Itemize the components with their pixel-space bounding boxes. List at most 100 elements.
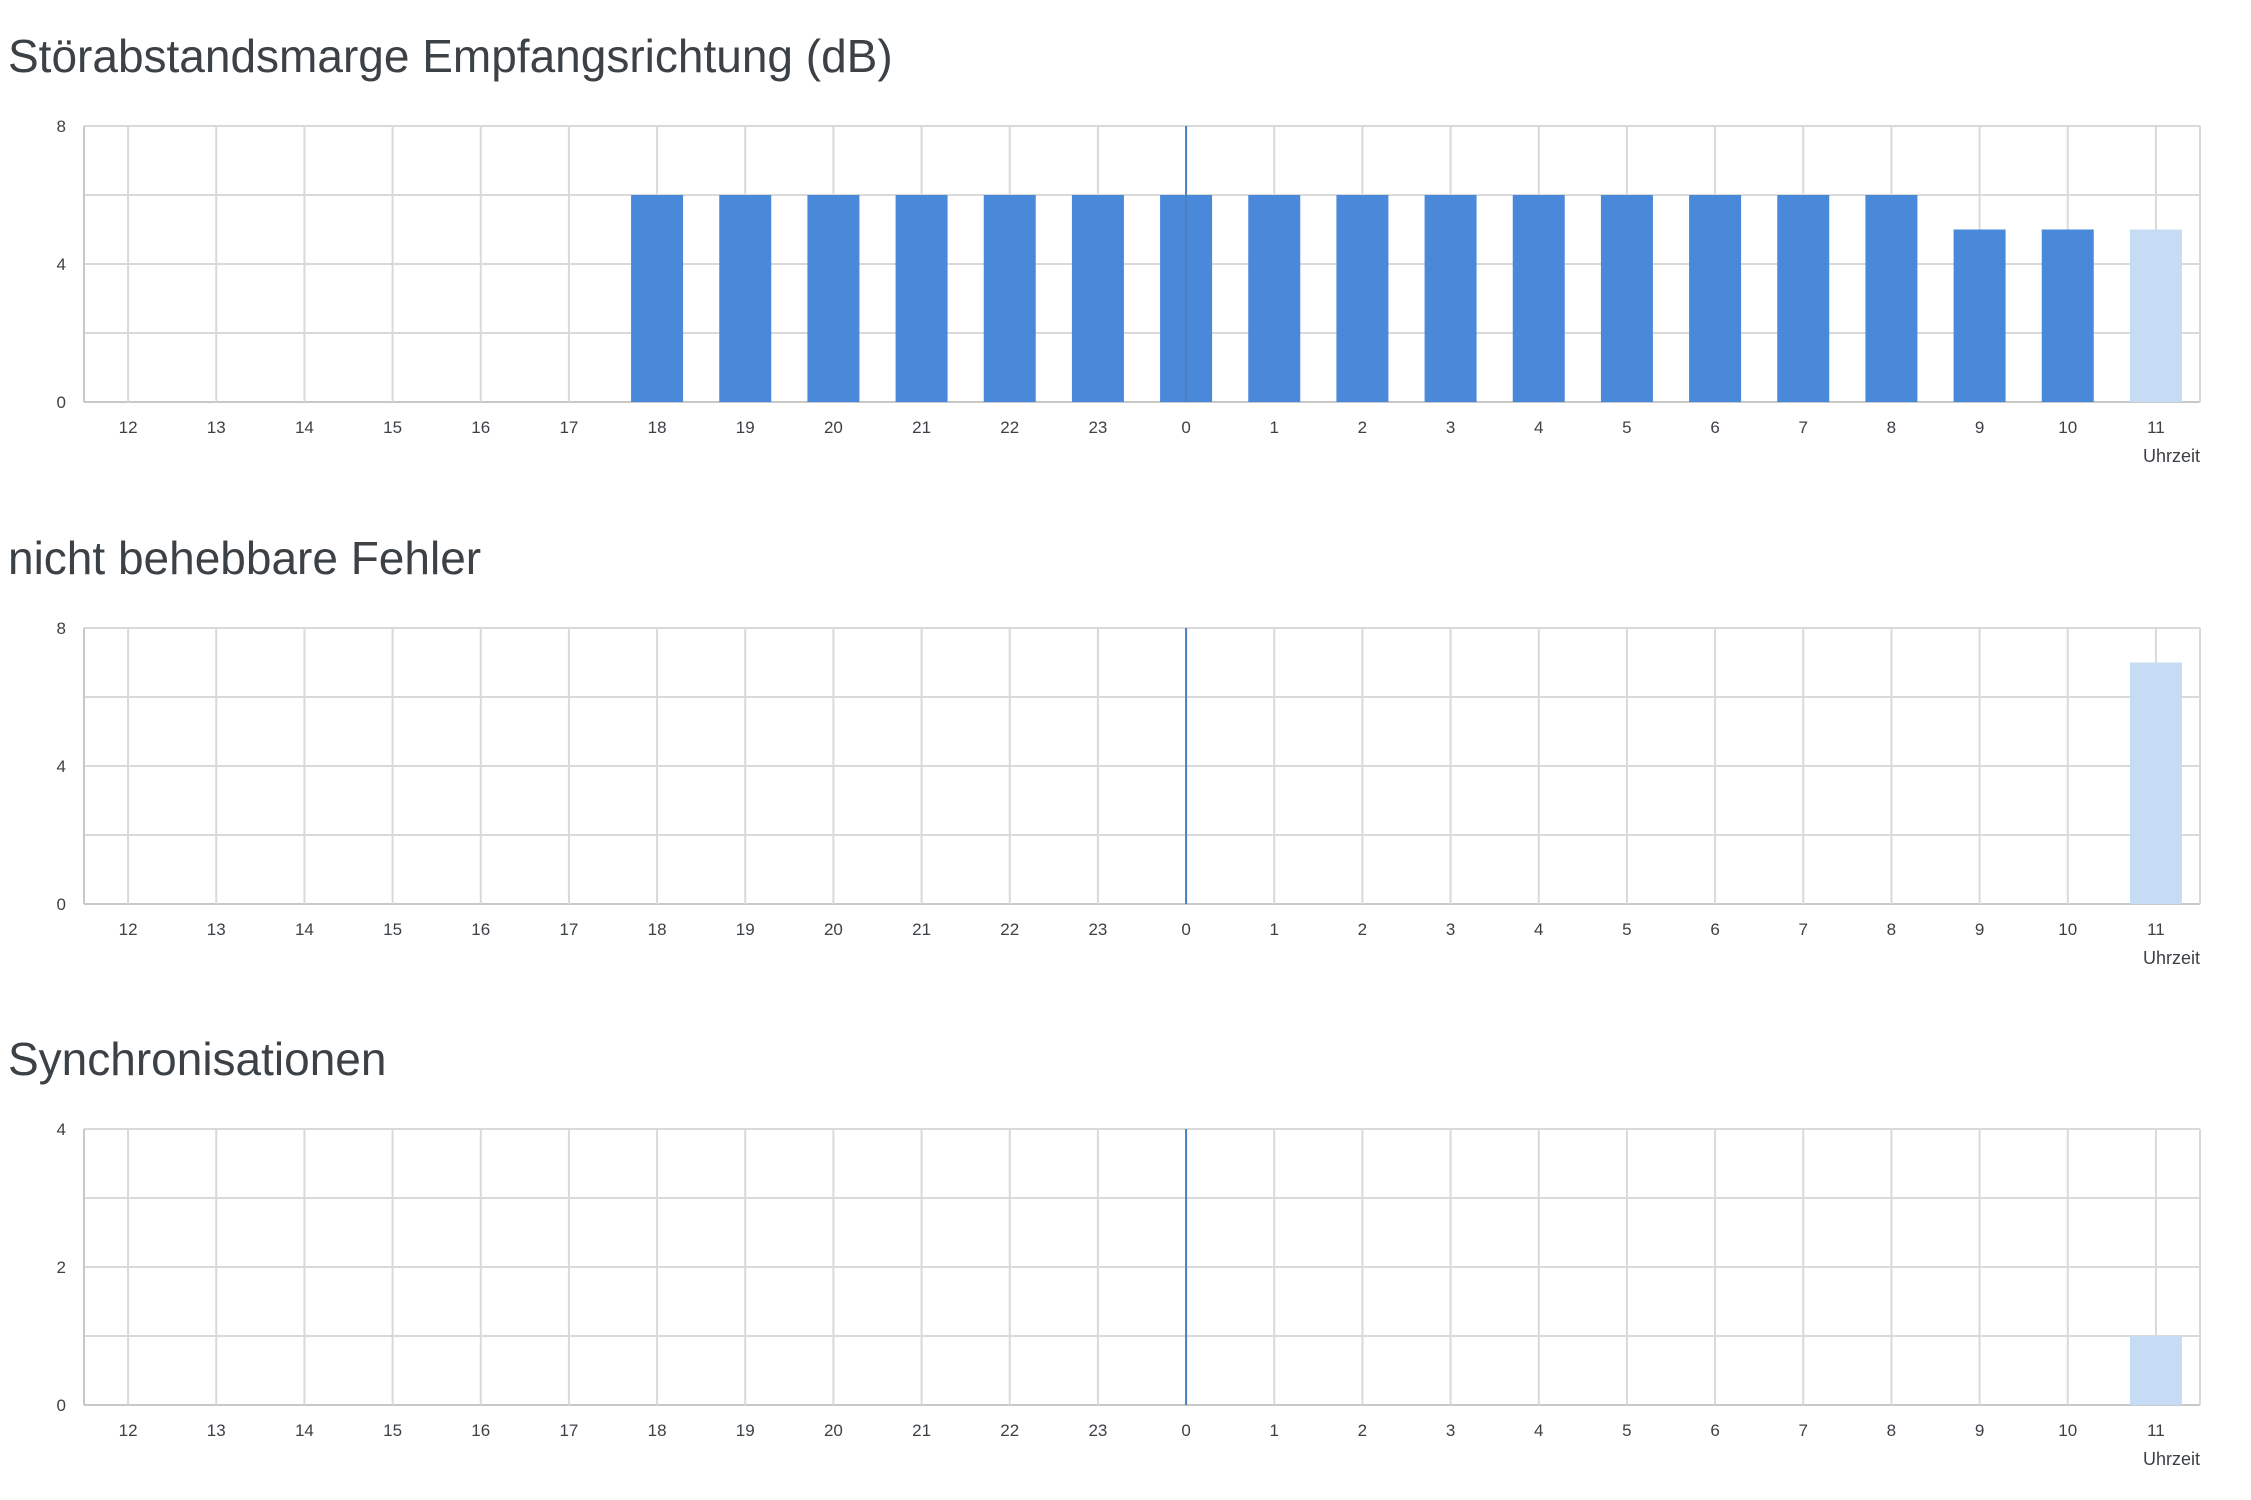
bar-6	[1689, 195, 1742, 402]
x-tick-label: 23	[1088, 920, 1107, 939]
x-tick-label: 17	[559, 1421, 578, 1440]
bar-20	[807, 195, 860, 402]
y-tick-label: 8	[57, 619, 66, 638]
bar-5	[1600, 195, 1653, 402]
x-tick-label: 13	[207, 920, 226, 939]
x-tick-label: 4	[1534, 920, 1543, 939]
x-axis-label: Uhrzeit	[2143, 446, 2200, 466]
x-tick-label: 7	[1799, 418, 1808, 437]
x-tick-label: 5	[1622, 920, 1631, 939]
x-tick-label: 15	[383, 418, 402, 437]
x-axis-label: Uhrzeit	[2143, 948, 2200, 968]
chart-title: Störabstandsmarge Empfangsrichtung (dB)	[8, 30, 893, 82]
x-tick-label: 11	[2147, 418, 2165, 437]
x-tick-label: 20	[824, 418, 843, 437]
bar-21	[895, 195, 948, 402]
x-tick-label: 0	[1181, 920, 1190, 939]
x-tick-label: 19	[736, 920, 755, 939]
x-tick-label: 23	[1088, 418, 1107, 437]
x-tick-label: 8	[1887, 920, 1896, 939]
y-tick-label: 0	[57, 895, 66, 914]
bar-3	[1424, 195, 1477, 402]
x-tick-label: 16	[471, 418, 490, 437]
x-tick-label: 22	[1000, 920, 1019, 939]
x-tick-label: 5	[1622, 418, 1631, 437]
chart-panel-uncorrectable-errors: nicht behebbare Fehler 0 4 8 12 13 14 15 16 17 18…	[0, 500, 2251, 1000]
x-tick-label: 23	[1088, 1421, 1107, 1440]
x-tick-label: 15	[383, 1421, 402, 1440]
x-tick-label: 2	[1358, 1421, 1367, 1440]
x-tick-label: 13	[207, 418, 226, 437]
x-tick-label: 10	[2058, 920, 2077, 939]
x-tick-label: 6	[1710, 1421, 1719, 1440]
x-tick-label: 14	[295, 920, 314, 939]
x-tick-label: 10	[2058, 1421, 2077, 1440]
y-tick-label: 0	[57, 393, 66, 412]
x-tick-label: 17	[559, 418, 578, 437]
bar-4	[1512, 195, 1565, 402]
y-tick-label: 4	[57, 255, 66, 274]
x-tick-label: 0	[1181, 1421, 1190, 1440]
bar-7	[1777, 195, 1830, 402]
x-tick-label: 2	[1358, 920, 1367, 939]
x-tick-label: 14	[295, 1421, 314, 1440]
bar-18	[631, 195, 684, 402]
chart-title: Synchronisationen	[8, 1033, 387, 1085]
x-tick-label: 22	[1000, 1421, 1019, 1440]
y-tick-label: 8	[57, 117, 66, 136]
x-tick-label: 21	[912, 418, 931, 437]
y-tick-label: 4	[57, 1120, 66, 1139]
y-tick-label: 4	[57, 757, 66, 776]
bar-9	[1953, 229, 2006, 402]
x-tick-label: 14	[295, 418, 314, 437]
y-tick-label: 2	[57, 1258, 66, 1277]
x-tick-label: 3	[1446, 418, 1455, 437]
x-tick-label: 4	[1534, 418, 1543, 437]
x-tick-label: 21	[912, 920, 931, 939]
x-tick-label: 19	[736, 418, 755, 437]
x-tick-label: 17	[559, 920, 578, 939]
x-tick-label: 3	[1446, 1421, 1455, 1440]
bar-2	[1336, 195, 1389, 402]
x-tick-label: 9	[1975, 920, 1984, 939]
x-tick-label: 12	[119, 418, 138, 437]
x-tick-label: 21	[912, 1421, 931, 1440]
bar-23	[1071, 195, 1124, 402]
x-tick-label: 18	[648, 418, 667, 437]
x-tick-label: 16	[471, 920, 490, 939]
chart-title: nicht behebbare Fehler	[8, 532, 482, 584]
x-tick-label: 0	[1181, 418, 1190, 437]
x-tick-label: 5	[1622, 1421, 1631, 1440]
x-tick-label: 19	[736, 1421, 755, 1440]
x-tick-label: 9	[1975, 1421, 1984, 1440]
x-tick-label: 3	[1446, 920, 1455, 939]
x-tick-label: 13	[207, 1421, 226, 1440]
x-tick-label: 8	[1887, 418, 1896, 437]
chart-panel-snr: Störabstandsmarge Empfangsrichtung (dB) …	[0, 0, 2251, 500]
x-tick-label: 12	[119, 920, 138, 939]
x-tick-label: 7	[1799, 920, 1808, 939]
x-tick-label: 18	[648, 1421, 667, 1440]
bar-10	[2041, 229, 2094, 402]
x-tick-label: 8	[1887, 1421, 1896, 1440]
x-tick-label: 2	[1358, 418, 1367, 437]
x-tick-label: 7	[1799, 1421, 1808, 1440]
bar-11	[2129, 229, 2182, 402]
x-axis-label: Uhrzeit	[2143, 1449, 2200, 1469]
bar-22	[983, 195, 1036, 402]
x-tick-label: 16	[471, 1421, 490, 1440]
x-tick-label: 20	[824, 920, 843, 939]
bar-1	[1248, 195, 1301, 402]
bar-11	[2129, 1336, 2182, 1405]
bar-19	[719, 195, 772, 402]
x-tick-label: 1	[1270, 920, 1279, 939]
y-tick-label: 0	[57, 1396, 66, 1415]
x-tick-label: 10	[2058, 418, 2077, 437]
x-tick-label: 22	[1000, 418, 1019, 437]
chart-panel-synchronisations: Synchronisationen 0 2 4 12 13 14 15 16 17 18 19 20 2…	[0, 1000, 2251, 1500]
x-tick-label: 15	[383, 920, 402, 939]
x-tick-label: 18	[648, 920, 667, 939]
